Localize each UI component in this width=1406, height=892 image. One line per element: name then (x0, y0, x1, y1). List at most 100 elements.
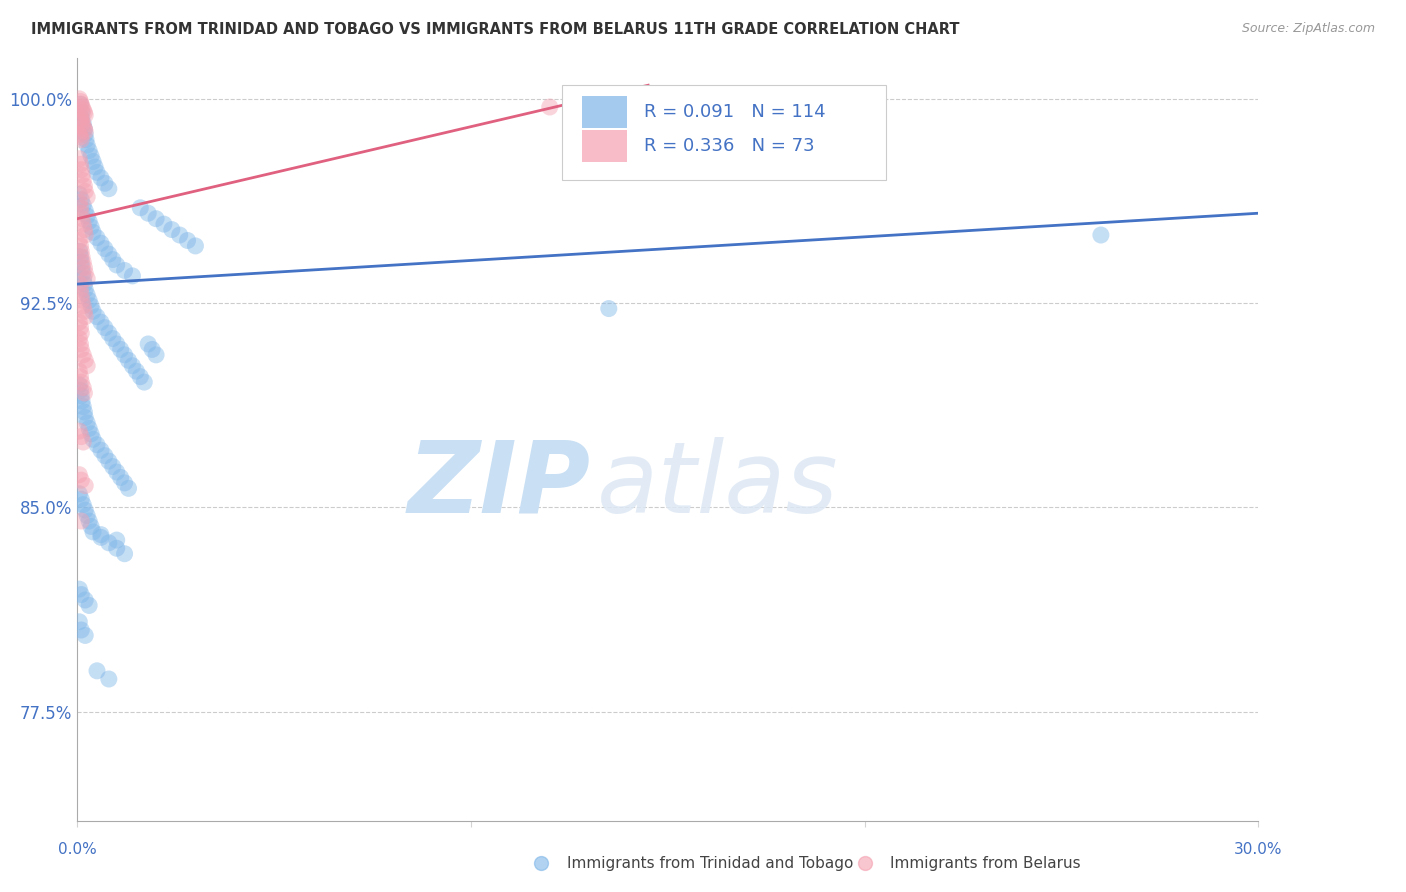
Point (72, 116, 94, 130)
Point (94, 320, 117, 334)
Point (69, 97, 91, 112)
Point (77, 599, 100, 613)
Point (70, 260, 93, 275)
Point (70, 100, 93, 114)
Point (67, 152, 90, 166)
Point (538, 100, 561, 114)
Point (75, 127, 97, 141)
Text: R = 0.091   N = 114: R = 0.091 N = 114 (644, 103, 825, 121)
Point (73, 222, 96, 236)
Point (67, 364, 90, 378)
Point (90, 170, 112, 185)
Point (72, 271, 94, 285)
Point (75, 410, 97, 425)
Point (80, 426, 103, 441)
Point (72, 103, 94, 117)
Point (97, 182, 120, 196)
Point (75, 185, 97, 199)
Point (70, 389, 93, 403)
Point (125, 364, 148, 378)
Point (67, 277, 90, 291)
Point (73, 405, 96, 419)
Point (76, 359, 98, 373)
Point (80, 299, 103, 313)
Point (598, 301, 620, 316)
Point (70, 394, 93, 409)
Point (86, 231, 108, 245)
Point (105, 337, 128, 351)
Point (86, 664, 108, 678)
Point (76, 271, 98, 285)
Point (75, 478, 97, 492)
Point (86, 310, 108, 324)
Point (86, 165, 108, 179)
Point (75, 310, 97, 324)
Point (67, 315, 90, 329)
Point (75, 108, 97, 122)
Point (90, 530, 112, 544)
Point (105, 258, 128, 272)
Point (70, 343, 93, 357)
Point (80, 219, 103, 234)
Text: IMMIGRANTS FROM TRINIDAD AND TOBAGO VS IMMIGRANTS FROM BELARUS 11TH GRADE CORREL: IMMIGRANTS FROM TRINIDAD AND TOBAGO VS I… (31, 22, 959, 37)
Point (1090, 227, 1112, 242)
Point (114, 263, 136, 277)
Point (136, 206, 159, 220)
Point (153, 217, 176, 231)
Point (72, 266, 94, 280)
Point (73, 121, 96, 136)
Point (72, 198, 94, 212)
Point (67, 487, 90, 501)
Point (105, 533, 128, 547)
FancyBboxPatch shape (561, 85, 886, 180)
Point (70, 473, 93, 487)
Point (90, 236, 112, 251)
Point (73, 304, 96, 318)
Point (70, 375, 93, 389)
Point (69, 95, 91, 109)
Point (160, 222, 183, 236)
Point (80, 149, 103, 163)
Point (101, 252, 124, 267)
Text: 0.0%: 0.0% (58, 842, 97, 857)
Point (70, 514, 93, 528)
Point (72, 348, 94, 362)
Point (75, 628, 97, 642)
Point (70, 211, 93, 226)
Point (94, 176, 117, 190)
Point (77, 214, 100, 228)
Point (73, 386, 96, 401)
Point (72, 217, 94, 231)
Point (101, 332, 124, 346)
Point (75, 593, 97, 607)
Point (72, 380, 94, 394)
Text: Immigrants from Belarus: Immigrants from Belarus (890, 856, 1081, 871)
Point (134, 375, 156, 389)
Point (70, 111, 93, 125)
Point (75, 353, 97, 368)
Point (105, 465, 128, 479)
Point (70, 255, 93, 269)
Point (70, 162, 93, 177)
Point (69, 244, 91, 259)
Point (69, 111, 91, 125)
Point (67, 187, 90, 202)
Point (69, 201, 91, 215)
Point (90, 315, 112, 329)
FancyBboxPatch shape (582, 130, 627, 162)
Point (76, 288, 98, 302)
Point (72, 255, 94, 269)
Point (97, 536, 120, 550)
Point (114, 547, 136, 561)
Point (145, 211, 167, 226)
Point (75, 283, 97, 297)
Point (70, 113, 93, 128)
Point (75, 266, 97, 280)
Point (75, 203, 97, 218)
Text: ZIP: ZIP (408, 436, 591, 533)
Point (69, 320, 91, 334)
Point (86, 438, 108, 452)
Point (82, 524, 104, 539)
Point (69, 239, 91, 253)
Point (114, 348, 136, 362)
